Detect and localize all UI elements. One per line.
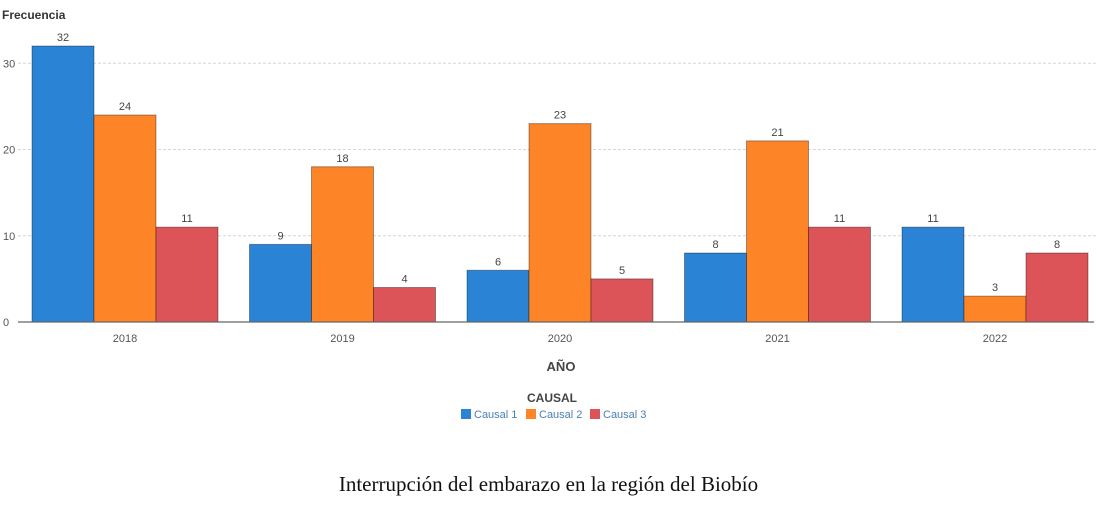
y-axis-title: Frecuencia: [2, 8, 66, 22]
bar: [963, 295, 1027, 323]
legend-swatch: [590, 409, 600, 419]
data-label: 9: [277, 230, 283, 242]
legend-item: Causal 3: [590, 409, 646, 421]
legend-item: Causal 2: [526, 409, 582, 421]
bar: [373, 287, 436, 323]
bar: [31, 45, 95, 323]
legend-label: Causal 1: [474, 409, 517, 421]
y-tick-label: 10: [3, 231, 15, 243]
data-label: 3: [992, 282, 998, 294]
data-label: 11: [834, 213, 845, 225]
legend-title: CAUSAL: [527, 391, 577, 405]
x-tick-label: 2018: [113, 333, 137, 345]
bar: [466, 269, 530, 323]
data-label: 11: [181, 213, 192, 225]
data-label: 8: [1054, 239, 1060, 251]
x-tick-labels: 2018 2019 2020 2021 2022: [113, 333, 1007, 345]
legend-label: Causal 2: [539, 409, 582, 421]
data-label: 8: [712, 239, 718, 251]
x-tick-label: 2020: [548, 333, 572, 345]
data-label: 32: [57, 32, 69, 44]
data-label: 11: [927, 213, 938, 225]
bar: [249, 243, 312, 323]
bar: [528, 123, 592, 323]
legend: Causal 1 Causal 2 Causal 3: [461, 409, 646, 421]
bar: [1025, 252, 1089, 323]
data-label: 21: [771, 127, 783, 139]
y-tick-labels: 0 10 20 30: [3, 58, 15, 329]
bar: [155, 226, 219, 323]
data-label: 4: [401, 274, 407, 286]
data-label: 23: [554, 110, 566, 122]
bar: [684, 252, 747, 323]
y-tick-label: 20: [3, 145, 15, 157]
figure-caption: Interrupción del embarazo en la región d…: [338, 472, 759, 496]
bar: [808, 226, 871, 323]
x-axis-title: AÑO: [547, 359, 576, 374]
x-tick-label: 2021: [765, 333, 789, 345]
y-tick-label: 0: [3, 317, 9, 329]
legend-item: Causal 1: [461, 409, 517, 421]
bar: [590, 278, 654, 323]
bars-group: [31, 45, 1089, 323]
bar: [93, 114, 157, 323]
legend-swatch: [461, 409, 471, 419]
legend-label: Causal 3: [603, 409, 646, 421]
data-label: 6: [495, 256, 501, 268]
y-tick-label: 30: [3, 58, 15, 70]
data-label: 24: [119, 101, 131, 113]
data-label: 5: [619, 265, 625, 277]
legend-swatch: [526, 409, 536, 419]
data-label: 18: [336, 153, 348, 165]
bar: [901, 226, 965, 323]
bar: [311, 166, 374, 323]
bar: [746, 140, 809, 323]
data-labels-group: 32 24 11 9 18 4 6 23 5 8 21 11 11 3 8: [57, 32, 1060, 294]
x-tick-label: 2019: [330, 333, 354, 345]
bar-chart: 32 24 11 9 18 4 6 23 5 8 21 11 11 3 8 0 10 20 30 2018 2019…: [2, 8, 1096, 421]
x-tick-label: 2022: [983, 333, 1007, 345]
